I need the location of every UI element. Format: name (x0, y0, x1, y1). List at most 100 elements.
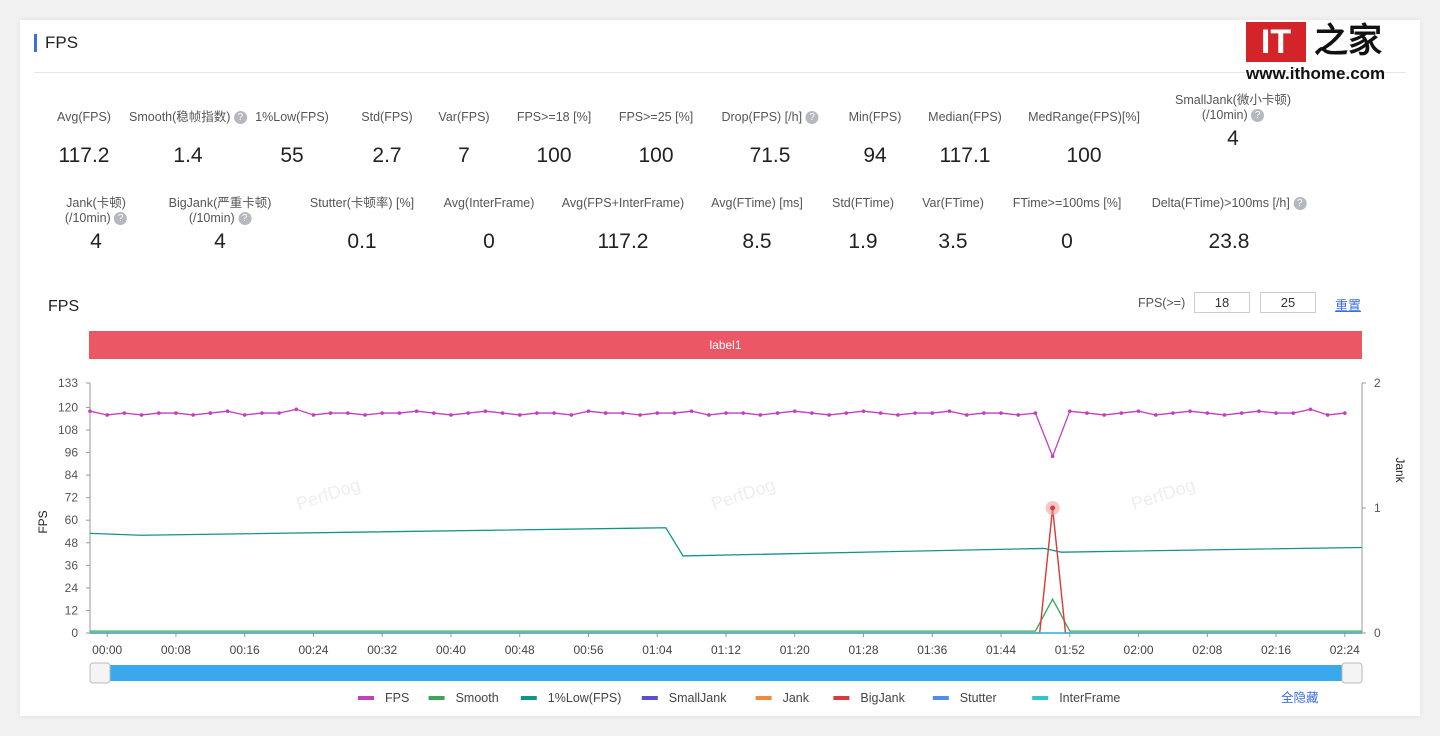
legend-item-jank[interactable]: Jank (755, 691, 810, 705)
fps-point (844, 411, 849, 415)
legend-swatch-icon (520, 696, 537, 700)
legend-item-stutter[interactable]: Stutter (932, 691, 997, 705)
logo-url: www.ithome.com (1246, 64, 1386, 83)
legend-item-fps[interactable]: FPS (358, 691, 409, 705)
time-range-slider[interactable] (96, 665, 1354, 681)
stat-value: 4 (90, 230, 102, 253)
threshold-input-2[interactable]: 25 (1260, 292, 1316, 313)
y-tick-label: 24 (65, 581, 79, 595)
fps-point (1119, 411, 1124, 415)
fps-point (363, 413, 367, 417)
stat-value: 4 (214, 230, 226, 253)
legend-swatch-icon (755, 696, 772, 700)
stat-value: 100 (536, 144, 572, 167)
stat-label: Min(FPS) (849, 110, 902, 125)
legend-label: Jank (783, 691, 810, 705)
logo-it-mark: IT (1246, 22, 1306, 62)
stat-stats_row1-6: FPS>=25 [%] 100 (619, 110, 693, 168)
watermark: PerfDog (1129, 475, 1198, 514)
help-icon[interactable]: ? (238, 212, 252, 226)
x-tick-label: 02:08 (1192, 643, 1222, 657)
stat-label-text: Delta(FTime)>100ms [/h] (1151, 196, 1290, 210)
x-tick-label: 00:40 (436, 643, 466, 657)
stat-label-text: SmallJank(微小卡顿) (1175, 93, 1291, 107)
fps-point (792, 409, 797, 413)
help-icon[interactable]: ? (233, 111, 247, 125)
reset-link[interactable]: 重置 (1335, 298, 1362, 313)
fps-point (346, 411, 350, 415)
stat-stats_row1-7: Drop(FPS) [/h] ? 71.5 (721, 110, 819, 168)
stat-label: Smooth(稳帧指数) ? (129, 110, 247, 125)
fps-point (689, 409, 694, 413)
x-tick-label: 00:00 (92, 643, 122, 657)
stat-label-text: Std(FPS) (361, 110, 413, 124)
legend-item-smalljank[interactable]: SmallJank (641, 691, 727, 705)
stat-label: Avg(FPS+InterFrame) (562, 196, 684, 211)
legend-item-smooth[interactable]: Smooth (428, 691, 499, 705)
stat-label: SmallJank(微小卡顿) (/10min) ? (1175, 93, 1291, 123)
help-icon[interactable]: ? (805, 111, 819, 125)
fps-point (1153, 413, 1158, 417)
y2-tick-label: 2 (1374, 376, 1381, 390)
fps-point (1102, 413, 1106, 417)
stat-label-text: Stutter(卡顿率) [%] (309, 196, 415, 210)
x-tick-label: 00:24 (298, 643, 328, 657)
x-tick-label: 02:24 (1330, 643, 1360, 657)
x-tick-label: 00:48 (505, 643, 535, 657)
stat-label: MedRange(FPS)[%] (1028, 110, 1140, 125)
y-tick-label: 48 (65, 536, 79, 550)
x-tick-label: 01:12 (711, 643, 741, 657)
legend-item-bigjank[interactable]: BigJank (833, 691, 906, 705)
legend-item-1-low-fps-[interactable]: 1%Low(FPS) (520, 691, 622, 705)
fps-point (1050, 454, 1055, 459)
series-line-fps (89, 408, 1345, 459)
stat-value: 2.7 (372, 144, 402, 167)
legend-swatch-icon (641, 696, 658, 700)
stat-label-text: Avg(InterFrame) (443, 196, 535, 210)
series-line-1-low-fps- (89, 527, 1363, 557)
fps-point (380, 411, 385, 415)
fps-point (1085, 411, 1089, 415)
help-icon[interactable]: ? (114, 212, 128, 226)
legend-item-interframe[interactable]: InterFrame (1032, 691, 1120, 705)
legend-label: SmallJank (669, 691, 727, 705)
stat-label: Avg(InterFrame) (444, 196, 535, 211)
stat-stats_row2-3: Avg(InterFrame) 0 (444, 196, 535, 254)
stat-value: 100 (638, 144, 674, 167)
legend-label: Smooth (456, 691, 499, 705)
stat-stats_row1-11: SmallJank(微小卡顿) (/10min) ? 4 (1175, 93, 1291, 151)
fps-point (122, 411, 127, 415)
y2-tick-label: 1 (1374, 501, 1381, 515)
stat-label-text: Avg(FPS) (57, 110, 111, 124)
stat-label-text: Var(FTime) (922, 196, 984, 210)
stat-label-unit: (/10min) (1201, 108, 1248, 122)
label-band[interactable]: label1 (89, 331, 1362, 359)
hide-all-link[interactable]: 全隐藏 (1281, 690, 1319, 705)
help-icon[interactable]: ? (1251, 109, 1265, 123)
help-icon[interactable]: ? (1293, 197, 1307, 211)
fps-point (896, 413, 900, 417)
stat-label: Var(FPS) (438, 110, 489, 125)
stat-label-text: Median(FPS) (928, 110, 1002, 124)
fps-point (724, 411, 728, 415)
x-tick-label: 01:44 (986, 643, 1016, 657)
y-tick-label: 0 (71, 626, 78, 640)
fps-point (105, 413, 109, 417)
threshold-input-1[interactable]: 18 (1194, 292, 1250, 313)
stat-label: Var(FTime) (922, 196, 984, 211)
stat-value: 0 (483, 230, 495, 253)
stat-stats_row1-0: Avg(FPS) 117.2 (57, 110, 111, 168)
stat-stats_row1-9: Median(FPS) 117.1 (928, 110, 1002, 168)
legend-label: 1%Low(FPS) (548, 691, 622, 705)
y-tick-label: 108 (58, 423, 78, 437)
stat-stats_row1-4: Var(FPS) 7 (438, 110, 489, 168)
slider-handle-right[interactable] (1341, 662, 1363, 684)
stat-stats_row1-10: MedRange(FPS)[%] 100 (1028, 110, 1140, 168)
slider-handle-left[interactable] (89, 662, 111, 684)
fps-point (586, 409, 591, 413)
x-tick-label: 00:56 (573, 643, 603, 657)
logo-chars: 之家 (1314, 22, 1382, 60)
stat-stats_row1-1: Smooth(稳帧指数) ? 1.4 (129, 110, 247, 168)
stat-label: Jank(卡顿) (/10min) ? (65, 196, 128, 226)
legend-swatch-icon (358, 696, 374, 700)
